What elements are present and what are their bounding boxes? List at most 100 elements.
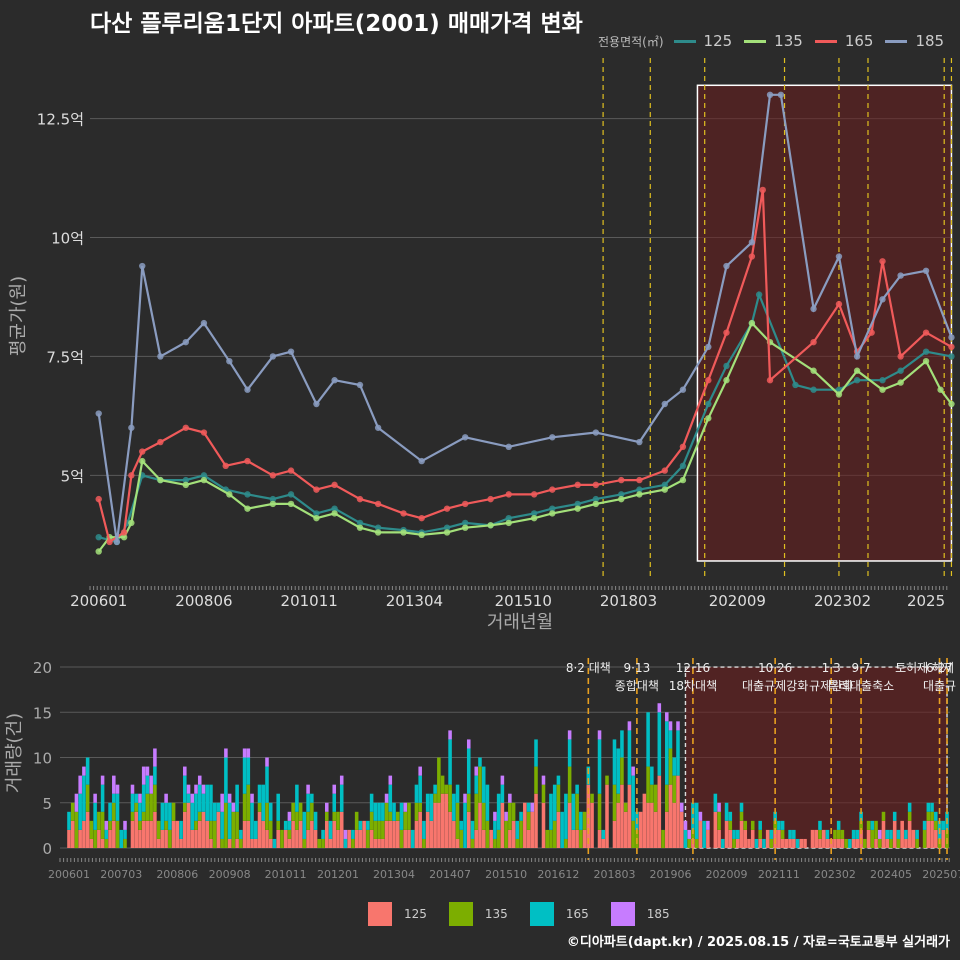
volume-bar-125 — [500, 802, 505, 848]
volume-bar-125 — [646, 802, 650, 848]
volume-bar-125 — [179, 838, 183, 848]
volume-bar-135 — [653, 784, 658, 812]
volume-bar-165 — [220, 811, 224, 839]
volume-bar-135 — [403, 811, 408, 830]
volume-highlight-box — [684, 666, 948, 849]
volume-bar-135 — [474, 793, 479, 830]
data-point-165 — [530, 491, 538, 498]
data-point-165 — [549, 486, 556, 493]
volume-bar-125 — [885, 838, 890, 848]
volume-bar-125 — [354, 829, 359, 848]
volume-bar-165 — [283, 820, 288, 830]
volume-bar-165 — [777, 820, 781, 830]
volume-bar-125 — [799, 838, 804, 848]
volume-bar-125 — [481, 829, 486, 848]
data-point-135 — [618, 495, 625, 503]
volume-bar-165 — [429, 793, 434, 821]
data-point-165 — [810, 338, 817, 346]
volume-bar-165 — [792, 829, 796, 839]
data-point-165 — [443, 505, 451, 512]
volume-bar-165 — [930, 802, 934, 812]
volume-bar-165 — [676, 730, 680, 776]
volume-bar-165 — [358, 820, 363, 830]
volume-bar-135 — [231, 811, 236, 848]
volume-bar-185 — [474, 766, 479, 776]
volume-bar-135 — [728, 820, 733, 830]
volume-bar-135 — [153, 784, 157, 812]
policy-annotation: 6·27 — [926, 661, 953, 675]
volume-bar-135 — [414, 802, 419, 821]
data-point-125 — [922, 348, 930, 355]
data-point-125 — [574, 500, 581, 508]
volume-bar-125 — [235, 838, 239, 848]
volume-bar-125 — [339, 811, 344, 848]
legend-label-185: 185 — [915, 32, 945, 50]
volume-bar-165 — [892, 811, 897, 821]
volume-bar-185 — [627, 721, 632, 731]
volume-bar-135 — [739, 811, 744, 821]
volume-bar-135 — [257, 802, 262, 812]
volume-bar-165 — [328, 820, 333, 839]
volume-bar-125 — [108, 829, 112, 848]
volume-bar-135 — [493, 838, 497, 848]
volume-bar-165 — [795, 838, 800, 848]
volume-bar-125 — [298, 820, 303, 848]
volume-bar-125 — [175, 820, 180, 848]
volume-x-tick-label: 200601 — [48, 868, 90, 881]
data-point-165 — [244, 457, 251, 465]
volume-bar-135 — [780, 829, 785, 839]
volume-bar-135 — [478, 766, 482, 803]
volume-bar-165 — [825, 829, 830, 839]
volume-bar-165 — [560, 811, 564, 848]
volume-bar-135 — [433, 793, 437, 803]
volume-bar-125 — [575, 829, 579, 848]
volume-bar-125 — [295, 829, 299, 848]
volume-bar-125 — [283, 829, 288, 848]
volume-bar-135 — [448, 784, 452, 812]
volume-bar-165 — [668, 730, 673, 749]
volume-bar-125 — [455, 838, 460, 848]
data-point-135 — [937, 386, 944, 393]
data-point-125 — [810, 386, 817, 393]
volume-bar-125 — [743, 829, 748, 848]
volume-bar-165 — [339, 784, 344, 812]
volume-bar-185 — [201, 784, 206, 794]
volume-bar-185 — [706, 820, 710, 830]
volume-bar-135 — [866, 820, 871, 830]
data-point-125 — [356, 519, 364, 527]
volume-bar-165 — [627, 730, 632, 785]
volume-bar-165 — [470, 820, 475, 839]
volume-bar-125 — [138, 829, 142, 848]
volume-bar-125 — [530, 811, 535, 848]
volume-bar-125 — [941, 829, 946, 848]
data-point-135 — [853, 367, 861, 374]
volume-bar-185 — [149, 775, 153, 794]
x-tick-label: 201510 — [495, 592, 552, 610]
source-credit: ©디아파트(dapt.kr) / 2025.08.15 / 자료=국토교통부 실… — [566, 935, 950, 950]
volume-bar-165 — [85, 757, 90, 785]
volume-bar-135 — [373, 820, 378, 839]
volume-bar-185 — [657, 703, 662, 713]
volume-bar-135 — [97, 811, 101, 830]
data-point-165 — [679, 443, 687, 451]
volume-bar-125 — [130, 820, 135, 848]
volume-x-tick-label: 202009 — [706, 868, 748, 881]
data-point-185 — [113, 538, 121, 546]
data-point-165 — [418, 514, 425, 522]
volume-bar-165 — [123, 829, 127, 839]
volume-bar-125 — [855, 838, 860, 848]
volume-x-tick-label: 202405 — [870, 868, 912, 881]
data-point-135 — [705, 415, 712, 422]
volume-bar-135 — [224, 802, 228, 848]
volume-bar-125 — [384, 820, 389, 848]
y-tick-label: 10억 — [51, 230, 84, 248]
volume-bar-135 — [750, 820, 755, 830]
volume-bar-135 — [440, 775, 445, 794]
volume-bar-125 — [926, 820, 931, 848]
volume-bar-185 — [104, 820, 109, 830]
volume-bar-125 — [534, 793, 538, 848]
volume-bar-185 — [403, 802, 408, 812]
policy-annotation: 종합대책 — [615, 678, 659, 693]
policy-annotation: 토허제 해제 — [895, 661, 954, 675]
volume-bar-165 — [855, 829, 860, 839]
